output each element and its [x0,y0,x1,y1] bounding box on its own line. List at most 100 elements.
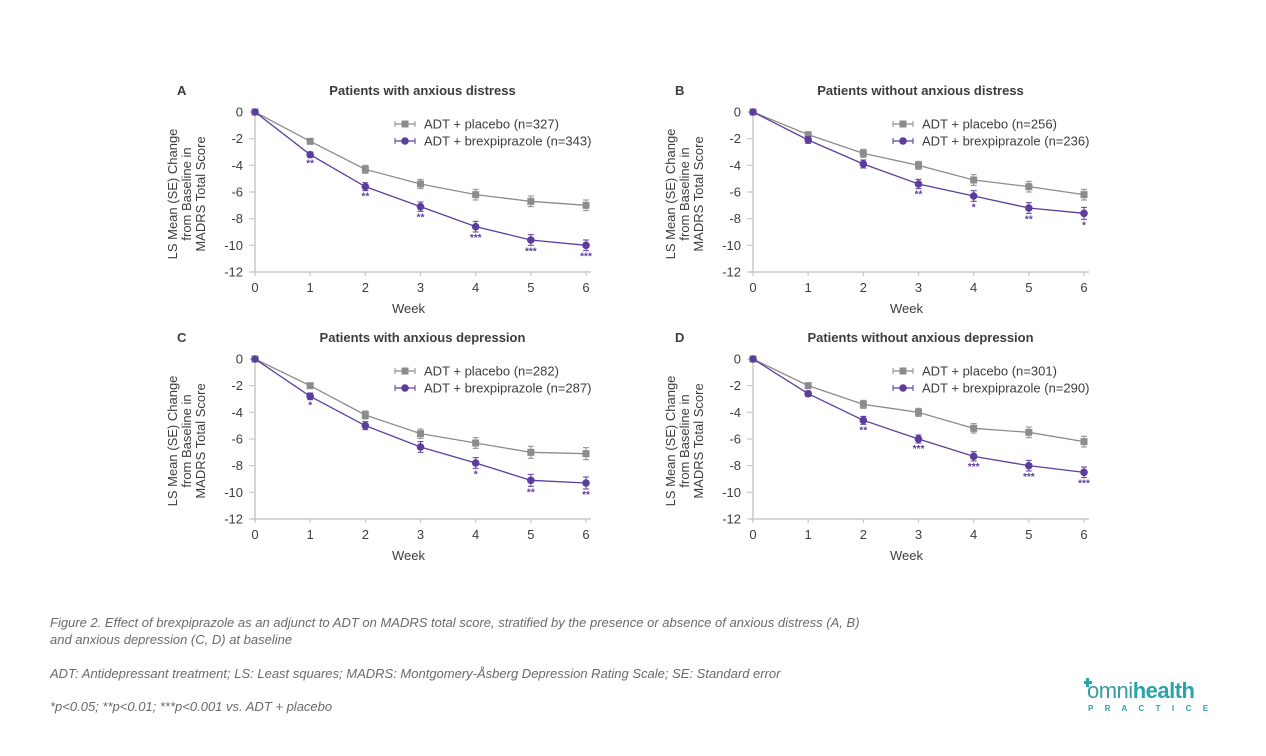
legend-label: ADT + placebo (n=256) [922,117,1057,132]
x-axis-label: Week [890,548,923,563]
legend-label: ADT + placebo (n=282) [424,364,559,379]
logo-brand-suffix: health [1133,678,1195,703]
y-axis-label-line: from Baseline in [179,394,194,487]
data-point-placebo [859,149,867,157]
data-point-placebo [582,201,590,209]
x-tick-label: 5 [527,280,534,295]
legend-label: ADT + placebo (n=327) [424,117,559,132]
y-tick-label: -8 [231,458,243,473]
legend-label: ADT + brexpiprazole (n=290) [922,381,1089,396]
significance-marker: *** [968,462,980,473]
legend-marker [401,367,409,375]
data-point-brexpiprazole [1025,204,1033,212]
y-tick-label: -6 [729,432,741,447]
chart-panel-d: D Patients without anxious depression 0 -2 -… [663,330,1090,563]
x-axis-label: Week [392,301,425,316]
chart-title: Patients with anxious depression [320,330,526,345]
y-axis-label-line: from Baseline in [677,147,692,240]
legend-entry-brexpiprazole: ADT + brexpiprazole (n=290) [892,381,1089,396]
panel-letter: C [177,330,187,345]
data-point-brexpiprazole [251,355,259,363]
series-brexpiprazole [251,108,590,252]
data-point-brexpiprazole [749,108,757,116]
x-tick-label: 4 [970,280,977,295]
data-point-brexpiprazole [1080,468,1088,477]
legend-entry-placebo: ADT + placebo (n=282) [394,364,559,379]
y-axis-label: LS Mean (SE) Change from Baseline in MADRS… [165,129,208,260]
legend-entry-placebo: ADT + placebo (n=301) [892,364,1057,379]
x-tick-label: 1 [307,527,314,542]
data-point-placebo [1025,183,1033,191]
data-point-brexpiprazole [471,222,480,231]
y-axis-label-line: from Baseline in [179,147,194,240]
legend-marker [401,137,409,145]
y-axis-label-line: LS Mean (SE) Change [165,129,180,260]
y-tick-label: -10 [224,485,243,500]
significance-marker: *** [580,252,592,263]
chart-title: Patients without anxious depression [807,330,1033,345]
figure-caption: Figure 2. Effect of brexpiprazole as an … [50,614,860,648]
y-tick-label: -2 [729,131,741,146]
data-point-placebo [1025,428,1033,436]
significance-marker: ** [361,192,369,203]
data-point-placebo [361,411,369,419]
data-point-placebo [472,439,480,447]
legend-marker [899,384,907,392]
x-tick-label: 1 [805,527,812,542]
y-tick-label: -12 [722,265,741,280]
data-point-brexpiprazole [527,236,535,244]
logo-tagline: P R A C T I C E [1088,704,1213,713]
data-point-brexpiprazole [859,416,868,425]
y-tick-label: 0 [236,105,243,120]
series-line-brexpiprazole [254,111,587,246]
logo-brand: omnihealth [1087,678,1195,703]
significance-marker: *** [913,444,925,455]
x-tick-label: 3 [915,280,922,295]
y-tick-label: -10 [722,238,741,253]
significance-note: *p<0.05; **p<0.01; ***p<0.001 vs. ADT + … [50,699,333,714]
significance-marker: ** [582,490,590,501]
data-point-brexpiprazole [306,150,314,159]
significance-marker: * [474,469,478,480]
significance-marker: *** [1078,479,1090,490]
significance-marker: * [972,202,976,213]
x-tick-label: 0 [251,527,258,542]
chart-title: Patients without anxious distress [817,83,1024,98]
y-tick-label: -6 [231,185,243,200]
legend-label: ADT + brexpiprazole (n=287) [424,381,591,396]
x-tick-label: 3 [417,527,424,542]
y-axis-label-line: MADRS Total Score [691,136,706,251]
significance-marker: ** [915,190,923,201]
data-point-placebo [970,176,978,184]
x-tick-label: 5 [1025,527,1032,542]
y-tick-label: 0 [734,105,741,120]
legend-entry-brexpiprazole: ADT + brexpiprazole (n=343) [394,134,591,149]
significance-marker: ** [527,487,535,498]
data-point-placebo [527,197,535,205]
chart-title: Patients with anxious distress [329,83,515,98]
data-point-brexpiprazole [804,136,812,144]
y-axis-label-line: MADRS Total Score [193,136,208,251]
data-point-brexpiprazole [361,182,370,191]
data-point-placebo [472,191,480,199]
y-tick-label: -8 [729,211,741,226]
data-point-brexpiprazole [1080,209,1088,218]
data-point-placebo [306,137,314,145]
legend-label: ADT + placebo (n=301) [922,364,1057,379]
x-tick-label: 4 [472,527,479,542]
x-axis-label: Week [392,548,425,563]
legend-marker [899,120,907,128]
legend-entry-placebo: ADT + placebo (n=327) [394,117,559,132]
data-point-brexpiprazole [969,192,978,200]
x-tick-label: 3 [417,280,424,295]
x-axis-label: Week [890,301,923,316]
legend-marker [401,120,409,128]
y-tick-label: -8 [729,458,741,473]
data-point-brexpiprazole [582,241,590,250]
omnihealth-logo: omnihealth P R A C T I C E [1084,678,1213,713]
data-point-brexpiprazole [361,421,370,430]
plus-icon [1084,678,1092,687]
x-tick-label: 0 [251,280,258,295]
data-point-placebo [417,430,424,438]
data-point-brexpiprazole [914,180,923,188]
